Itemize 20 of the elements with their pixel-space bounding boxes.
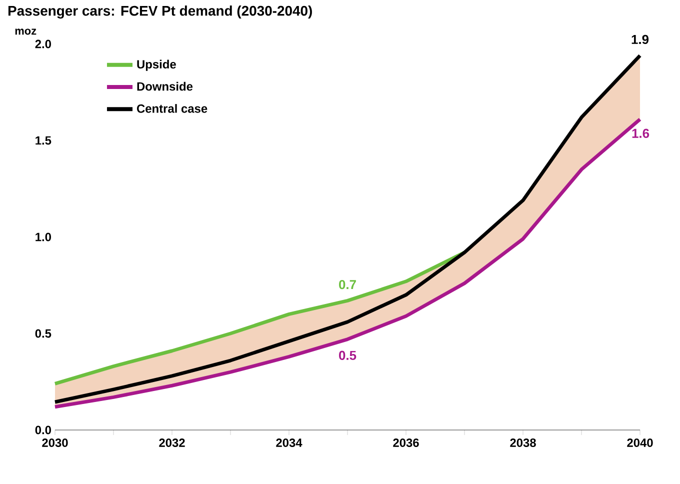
data-label: 1.9: [632, 34, 649, 44]
x-tick-label: 2034: [276, 438, 302, 448]
x-tick-label: 2030: [42, 438, 68, 448]
chart-title: Passenger cars: FCEV Pt demand (2030-2040): [8, 6, 312, 19]
x-tick-label: 2038: [510, 438, 536, 448]
data-label: 1.6: [632, 128, 650, 138]
x-tick-label: 2036: [393, 438, 419, 448]
data-label: 0.5: [339, 350, 356, 360]
y-tick-label: 0.5: [35, 329, 52, 338]
y-tick-label: 1.5: [36, 136, 52, 145]
x-tick-label: 2032: [159, 438, 185, 448]
y-tick-label: 0.0: [35, 426, 51, 434]
legend-label: Central case: [136, 104, 208, 113]
legend-label: Upside: [137, 60, 176, 71]
y-axis-title: moz: [15, 28, 36, 35]
data-label: 0.7: [339, 280, 356, 290]
x-tick-label: 2040: [627, 438, 653, 447]
y-tick-label: 2.0: [35, 40, 51, 48]
y-tick-label: 1.0: [36, 232, 51, 242]
legend-label: Downside: [137, 82, 193, 91]
